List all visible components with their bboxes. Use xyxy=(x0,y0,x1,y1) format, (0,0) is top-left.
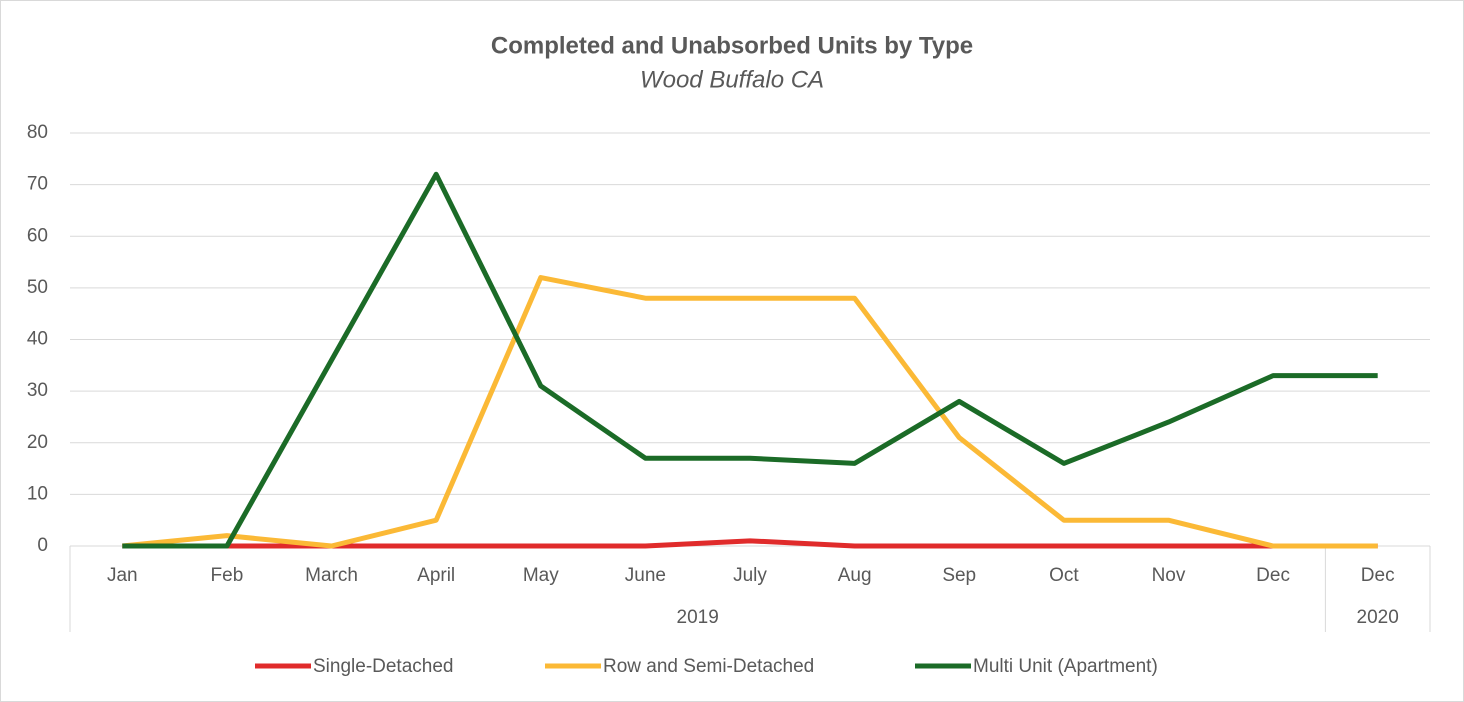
y-tick-label: 0 xyxy=(37,535,48,556)
legend-label: Multi Unit (Apartment) xyxy=(973,656,1158,677)
legend-label: Row and Semi-Detached xyxy=(603,656,814,677)
x-group-label: 2020 xyxy=(1357,607,1399,628)
x-tick-label: Jan xyxy=(107,565,138,586)
x-tick-label: July xyxy=(733,565,767,586)
y-tick-label: 70 xyxy=(27,174,48,195)
y-tick-label: 50 xyxy=(27,277,48,298)
y-tick-label: 10 xyxy=(27,483,48,504)
x-tick-label: April xyxy=(417,565,455,586)
x-tick-label: March xyxy=(305,565,358,586)
y-tick-label: 60 xyxy=(27,225,48,246)
chart-title: Completed and Unabsorbed Units by Type xyxy=(491,32,973,59)
legend-label: Single-Detached xyxy=(313,656,453,677)
series-line xyxy=(122,275,1378,549)
y-tick-label: 40 xyxy=(27,329,48,350)
x-tick-label: Nov xyxy=(1152,565,1186,586)
y-tick-label: 80 xyxy=(27,122,48,143)
chart-subtitle: Wood Buffalo CA xyxy=(640,66,824,93)
y-tick-label: 20 xyxy=(27,432,48,453)
x-tick-label: June xyxy=(625,565,666,586)
x-tick-label: Oct xyxy=(1049,565,1079,586)
series-line xyxy=(122,171,1378,549)
x-tick-label: Dec xyxy=(1256,565,1290,586)
x-tick-label: Aug xyxy=(838,565,872,586)
y-tick-label: 30 xyxy=(27,380,48,401)
x-tick-label: Sep xyxy=(942,565,976,586)
x-tick-label: May xyxy=(523,565,559,586)
x-group-label: 2019 xyxy=(677,607,719,628)
x-tick-label: Feb xyxy=(211,565,244,586)
x-tick-label: Dec xyxy=(1361,565,1395,586)
